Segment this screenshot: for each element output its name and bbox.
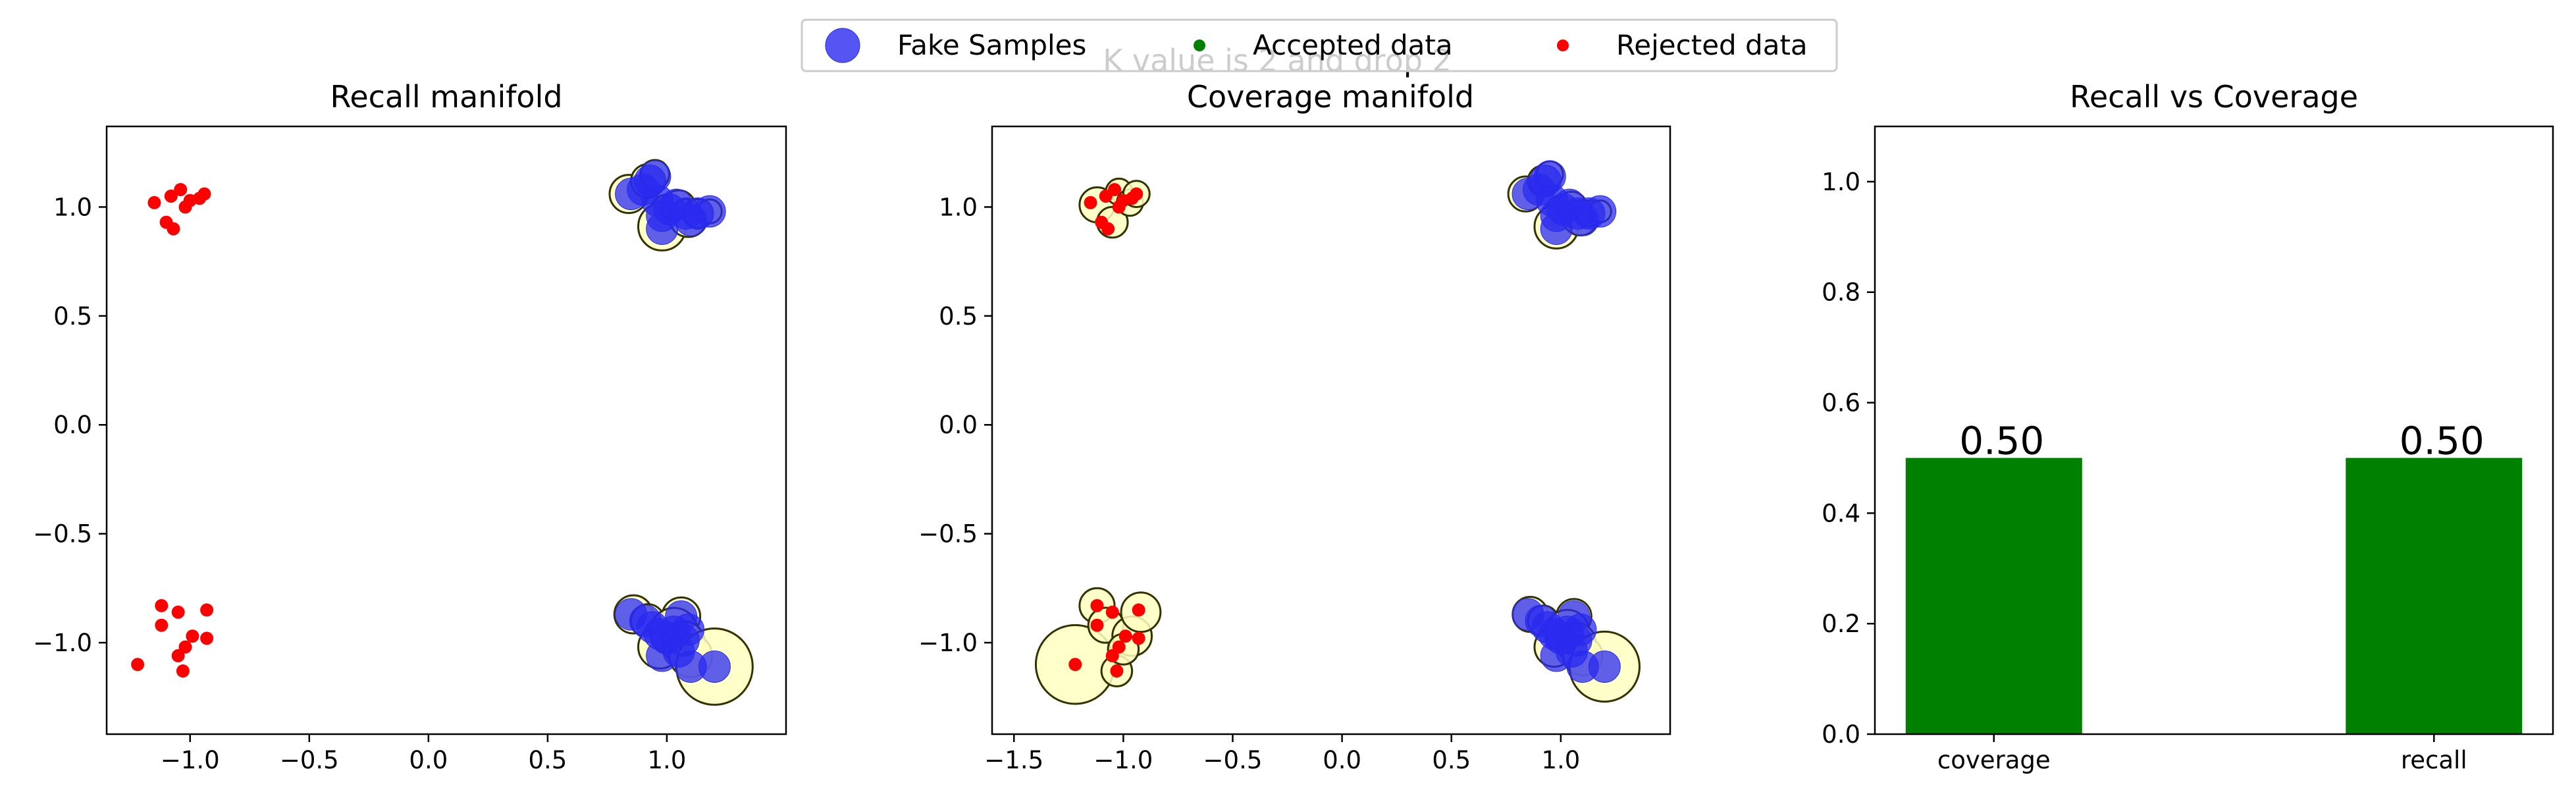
y-tick-label: 0.8 (1822, 279, 1860, 307)
x-tick-label: 1.0 (648, 746, 687, 774)
x-tick-label: 1.0 (1541, 746, 1580, 774)
axes-frame (105, 125, 787, 735)
scatter-layer (131, 159, 754, 706)
x-tick-label: −1.5 (984, 746, 1043, 774)
rejected-data-point (1112, 640, 1126, 654)
y-tick-label: 0.6 (1822, 389, 1860, 417)
panel-title-coverage-manifold: Coverage manifold (1187, 79, 1474, 115)
fake-sample-point (646, 212, 679, 245)
rejected-data-point (178, 640, 192, 654)
y-tick-label: 0.0 (1822, 720, 1860, 749)
fake-sample-point (1588, 650, 1621, 683)
y-tick-label: −0.5 (918, 520, 978, 548)
x-tick-label: −1.0 (1093, 746, 1153, 774)
y-tick-label: −0.5 (33, 520, 92, 548)
x-tick-label: coverage (1937, 746, 2051, 774)
rejected-data-point (197, 187, 211, 201)
fake-sample-point (698, 650, 731, 683)
legend-label-rejected: Rejected data (1616, 29, 1808, 61)
x-tick-label: recall (2401, 746, 2467, 774)
rejected-data-point (1118, 629, 1132, 643)
y-tick-label: −1.0 (33, 629, 92, 657)
rejected-data-point (1132, 631, 1145, 645)
rejected-data-point (155, 618, 169, 632)
recall-vs-coverage-panel: Recall vs Coverage 0.50 coverage 0.50 recal… (1822, 79, 2554, 774)
rejected-data-point (171, 605, 185, 619)
x-tick-label: −0.5 (280, 746, 339, 774)
bar-value-label: 0.50 (1959, 418, 2044, 463)
legend-marker-rejected (1557, 40, 1569, 51)
rejected-data-point (176, 664, 190, 678)
x-tick-label: −0.5 (1203, 746, 1263, 774)
panel-title-recall-manifold: Recall manifold (330, 79, 562, 115)
x-tick-label: 0.5 (1432, 746, 1471, 774)
recall-manifold-panel: Recall manifold −1.0 −0.5 0.0 0.5 1.0 −1.0 −0.… (33, 79, 787, 774)
y-tick-label: 0.2 (1822, 610, 1860, 638)
y-tick-label: 1.0 (1822, 168, 1860, 196)
recall-vs-coverage-plot: 0.50 coverage 0.50 recall 0.0 0.2 0.4 0.6 0.8 1.0 (1822, 125, 2554, 774)
rejected-data-point (164, 189, 178, 203)
legend-label-accepted: Accepted data (1253, 29, 1453, 61)
x-tick-label: 0.0 (409, 746, 448, 774)
y-tick-label: 0.5 (939, 302, 978, 331)
rejected-data-point (174, 182, 188, 196)
rejected-data-point (1084, 196, 1097, 209)
y-tick-label: 1.0 (53, 193, 92, 221)
coverage-manifold-plot: −1.5 −1.0 −0.5 0.0 0.5 1.0 −1.0 −0.5 0.0 0.5 1.0 (918, 125, 1671, 774)
rejected-data-point (1132, 603, 1145, 617)
rejected-data-point (1110, 664, 1124, 678)
rejected-data-point (186, 629, 199, 643)
y-tick-label: 0.4 (1822, 499, 1860, 527)
axes-frame (1874, 125, 2554, 735)
y-tick-label: 0.0 (53, 411, 92, 439)
fake-sample-point (1584, 195, 1617, 228)
legend-marker-accepted (1194, 40, 1205, 51)
rejected-data-point (200, 603, 214, 617)
legend-label-fake: Fake Samples (897, 29, 1086, 61)
axes-frame (991, 125, 1671, 735)
fake-sample-point (646, 639, 679, 672)
legend-frame (801, 18, 1838, 72)
rejected-data-point (1101, 222, 1115, 236)
bar-value-label: 0.50 (2400, 418, 2484, 463)
x-tick-label: 0.5 (528, 746, 567, 774)
rejected-data-point (171, 649, 185, 662)
rejected-data-point (147, 196, 161, 209)
rejected-data-point (1108, 182, 1122, 196)
scatter-layer (1034, 160, 1641, 705)
fake-sample-point (693, 195, 726, 228)
y-tick-label: −1.0 (918, 629, 978, 657)
y-tick-label: 1.0 (939, 193, 978, 221)
y-tick-label: 0.0 (939, 411, 978, 439)
bar-recall (2346, 458, 2523, 734)
bar-coverage (1905, 458, 2082, 734)
legend-marker-fake (825, 28, 860, 63)
fake-sample-point (1540, 212, 1573, 245)
x-tick-label: −1.0 (161, 746, 220, 774)
rejected-data-point (167, 222, 180, 236)
y-tick-label: 0.5 (53, 302, 92, 331)
panel-title-recall-vs-coverage: Recall vs Coverage (2070, 79, 2358, 115)
coverage-manifold-panel: Coverage manifold −1.5 −1.0 −0.5 0.0 0.5 1.0−… (918, 79, 1671, 774)
rejected-data-point (1090, 618, 1104, 632)
recall-manifold-plot: −1.0 −0.5 0.0 0.5 1.0 −1.0 −0.5 0.0 0.5 1.0 (33, 125, 787, 774)
rejected-data-point (131, 658, 145, 672)
x-tick-label: 0.0 (1323, 746, 1361, 774)
rejected-data-point (1105, 605, 1119, 619)
rejected-data-point (1090, 599, 1104, 612)
legend: Fake Samples Accepted data Rejected data (801, 18, 1838, 72)
rejected-data-point (200, 631, 214, 645)
rejected-data-point (1068, 658, 1082, 672)
rejected-data-point (155, 599, 169, 612)
rejected-data-point (1130, 187, 1143, 201)
